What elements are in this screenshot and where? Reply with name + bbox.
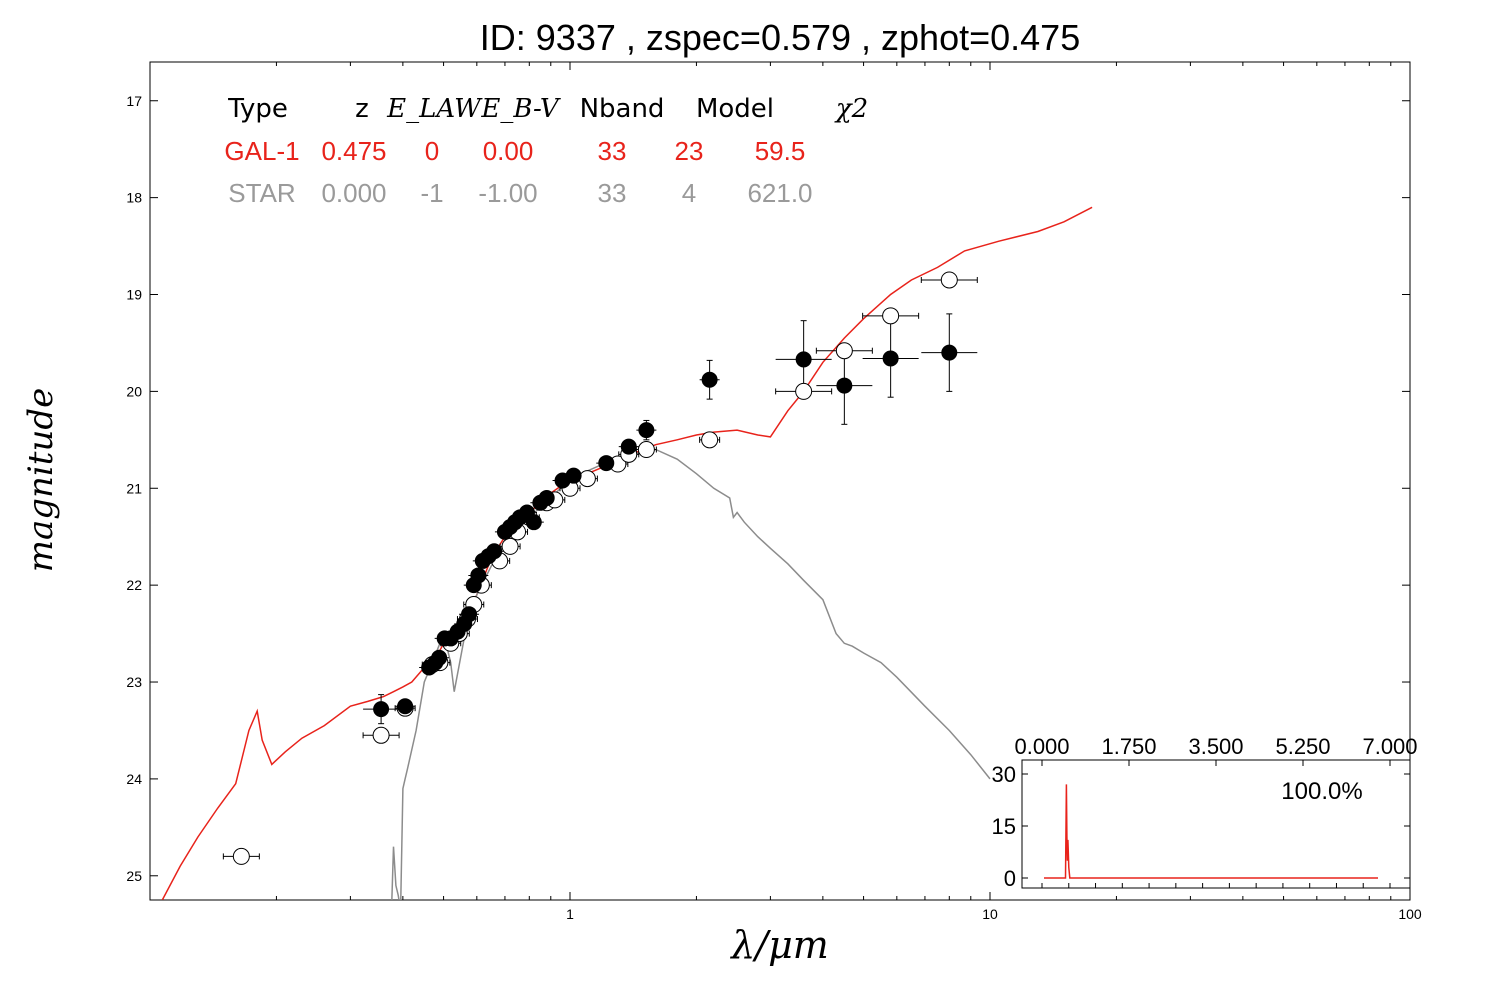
axis-ticks (149, 62, 1411, 900)
fit-table-gal-cell: 33 (598, 136, 627, 166)
fit-table-star-cell: STAR (228, 178, 295, 208)
inset-y-tick-label: 15 (992, 814, 1016, 839)
inset-x-tick-label: 3.500 (1188, 734, 1243, 759)
model-point-open (701, 431, 719, 449)
observed-point-filled (525, 514, 542, 531)
model-point-open (372, 726, 390, 744)
fit-table-star-cell: 33 (598, 178, 627, 208)
model-curves (161, 206, 1093, 900)
observed-point-filled (701, 371, 718, 388)
fit-table-gal-cell: 0.475 (321, 136, 386, 166)
observed-point-filled (620, 438, 637, 455)
fit-table-gal-cell: 0 (425, 136, 439, 166)
model-point-open (578, 470, 596, 488)
pdf-curve (1044, 784, 1378, 879)
fit-table-star-cell: 4 (682, 178, 696, 208)
inset-x-tick-label: 5.250 (1275, 734, 1330, 759)
y-tick-label: 22 (126, 577, 142, 593)
x-tick-labels: 1 10 100 (566, 906, 1422, 922)
fit-table-gal-cell: 0.00 (483, 136, 534, 166)
inset-x-tick-label: 1.750 (1101, 734, 1156, 759)
y-tick-label: 25 (126, 868, 142, 884)
observed-point-filled (882, 350, 899, 367)
fit-table-header-1: z (355, 94, 369, 124)
observed-point-filled (486, 543, 503, 560)
x-axis-label: λ/μm (729, 923, 829, 967)
error-bars (222, 276, 978, 860)
observed-point-filled (397, 698, 414, 715)
inset-frame (1021, 759, 1411, 889)
observed-point-filled (470, 567, 487, 584)
fit-table-gal-cell: 23 (675, 136, 704, 166)
fit-table-star-cell: -1.00 (478, 178, 537, 208)
inset-annotation: 100.0% (1281, 778, 1362, 805)
fit-table-header-6: χ2 (834, 94, 868, 124)
y-tick-label: 21 (126, 480, 142, 496)
observed-point-filled (795, 351, 812, 368)
observed-point-filled (373, 701, 390, 718)
fit-table-star-cell: 621.0 (747, 178, 812, 208)
y-tick-label: 19 (126, 287, 142, 303)
fit-table-gal-cell: 59.5 (755, 136, 806, 166)
observed-point-filled (431, 649, 448, 666)
fit-table-header-4: Nband (580, 94, 665, 124)
x-tick-label: 10 (982, 906, 998, 922)
observed-point-filled (598, 455, 615, 472)
fit-table-header-3: E_B-V (480, 94, 560, 124)
model-point-open (835, 342, 853, 360)
observed-point-filled (538, 489, 555, 506)
y-tick-label: 23 (126, 674, 142, 690)
model-point-open (232, 847, 250, 865)
y-tick-label: 20 (126, 383, 142, 399)
observed-point-filled (836, 377, 853, 394)
model-point-open (637, 441, 655, 459)
fit-table-star-cell: 0.000 (321, 178, 386, 208)
x-tick-label: 100 (1398, 906, 1422, 922)
inset-x-tick-label: 0.000 (1014, 734, 1069, 759)
y-tick-labels: 17 18 19 20 21 22 23 24 25 (126, 93, 142, 884)
plot-frame (149, 61, 1411, 901)
model-point-open (501, 537, 519, 555)
model-point-open (795, 382, 813, 400)
fit-table-header-0: Type (227, 94, 288, 124)
observed-point-filled (565, 467, 582, 484)
x-tick-label: 1 (566, 906, 574, 922)
y-tick-label: 18 (126, 190, 142, 206)
model-point-open (882, 307, 900, 325)
fit-table: Type z E_LAW E_B-V Nband Model χ2 GAL-1 0.475 0 0.… (224, 94, 868, 208)
observed-point-filled (461, 606, 478, 623)
model-point-open (940, 271, 958, 289)
observed-point-filled (941, 344, 958, 361)
redshift-pdf-inset: 100.0% 0.000 1.750 3.500 5.250 7.000 30 15 0 (992, 734, 1418, 891)
inset-x-tick-label: 7.000 (1362, 734, 1417, 759)
chart-title: ID: 9337 , zspec=0.579 , zphot=0.475 (480, 17, 1080, 58)
inset-y-tick-label: 0 (1004, 866, 1016, 891)
fit-table-header-5: Model (696, 94, 774, 124)
fit-table-star-cell: -1 (420, 178, 443, 208)
observed-point-filled (638, 422, 655, 439)
y-axis-label: magnitude (21, 388, 61, 573)
inset-y-tick-label: 30 (992, 762, 1016, 787)
data-points (232, 271, 958, 865)
fit-table-gal-cell: GAL-1 (224, 136, 299, 166)
fit-table-header-2: E_LAW (386, 94, 483, 124)
galaxy-model-curve (161, 206, 1093, 900)
star-model-curve (391, 448, 991, 900)
y-tick-label: 24 (126, 771, 142, 787)
y-tick-label: 17 (126, 93, 142, 109)
